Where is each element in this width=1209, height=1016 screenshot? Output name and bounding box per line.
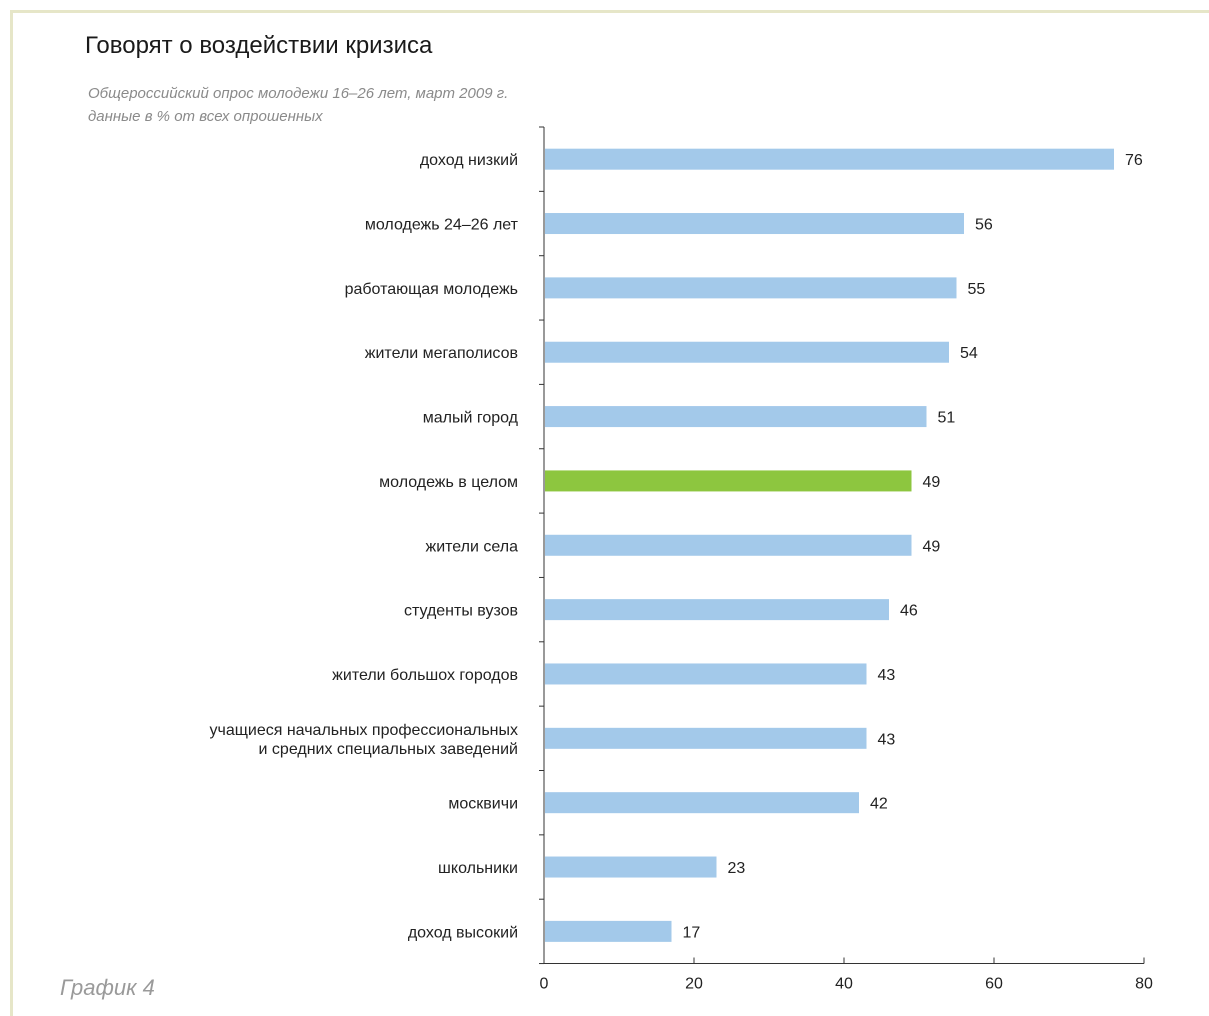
bar-value-label: 23 [728,860,746,877]
category-label: доход высокий [408,924,518,941]
category-label: школьники [438,860,518,877]
bar-value-label: 17 [683,924,701,941]
bar [545,792,859,814]
bar [545,277,957,299]
chart-title: Говорят о воздействии кризиса [85,32,433,59]
category-label: молодежь в целом [379,474,518,491]
bar [545,213,964,235]
category-label: работающая молодежь [345,281,518,298]
bar [545,534,912,556]
category-label: москвичи [448,796,518,813]
bar-value-label: 49 [923,474,941,491]
bar-value-label: 54 [960,345,978,362]
x-tick-label: 60 [985,976,1003,993]
figure-caption: График 4 [60,975,155,1000]
category-label: доход низкий [420,152,518,169]
bar [545,727,867,749]
category-label: молодежь 24–26 лет [365,217,519,234]
category-label: и средних специальных заведений [259,741,518,758]
bar [545,599,889,621]
bar-value-label: 42 [870,796,888,813]
x-tick-label: 0 [540,976,549,993]
bar-value-label: 76 [1125,152,1143,169]
category-label: учащиеся начальных профессиональных [209,722,518,739]
bar [545,406,927,428]
category-label: жители большох городов [332,667,518,684]
bar [545,148,1114,170]
bar [545,920,672,942]
bar-value-label: 56 [975,217,993,234]
category-label: студенты вузов [404,603,518,620]
x-tick-label: 40 [835,976,853,993]
bar [545,856,717,878]
bar [545,663,867,685]
bar-value-label: 43 [878,667,896,684]
chart-subtitle: Общероссийский опрос молодежи 16–26 лет,… [88,85,509,102]
category-label: жители мегаполисов [365,345,518,362]
category-label: жители села [426,538,519,555]
x-tick-label: 80 [1135,976,1153,993]
bar-value-label: 43 [878,731,896,748]
bar [545,470,912,492]
bar-value-label: 49 [923,538,941,555]
bar [545,341,949,363]
chart-subtitle-units: данные в % от всех опрошенных [88,108,323,125]
frame-top-border [10,10,1209,13]
frame-left-border [10,10,13,1016]
x-tick-label: 20 [685,976,703,993]
category-label: малый город [423,410,519,427]
bar-value-label: 51 [938,410,956,427]
bar-value-label: 55 [968,281,986,298]
bar-value-label: 46 [900,603,918,620]
